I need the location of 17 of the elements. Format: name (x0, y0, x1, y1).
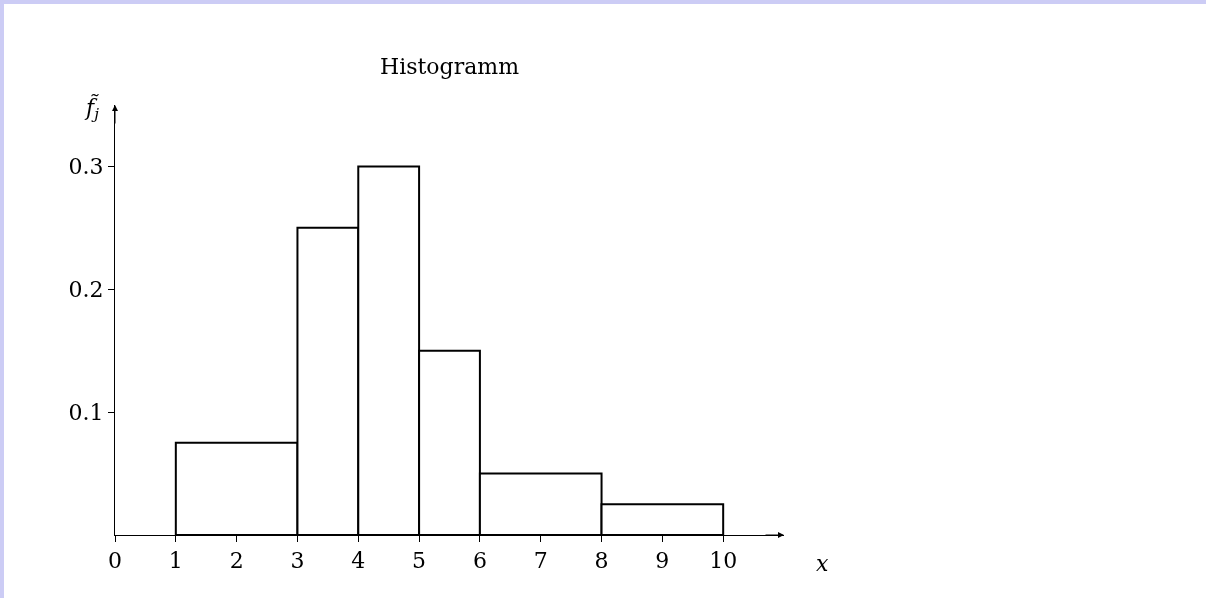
x-tick-label: 7 (533, 548, 548, 574)
y-axis-title: f̃$_{j}$ (84, 94, 100, 124)
y-tick-label: 0.1 (68, 399, 104, 425)
x-tick-label: 2 (229, 548, 244, 574)
x-tick-label: 0 (108, 548, 122, 574)
x-tick-label: 9 (655, 548, 670, 574)
x-tick-label: 8 (594, 548, 609, 574)
x-tick-label: 10 (709, 548, 738, 574)
x-tick-label: 3 (290, 548, 305, 574)
x-tick-label: 5 (412, 548, 427, 574)
x-tick-label: 4 (351, 548, 366, 574)
x-tick-label: 6 (472, 548, 487, 574)
chart-title: Histogramm (379, 53, 520, 79)
y-tick-label: 0.3 (68, 154, 104, 180)
y-tick-label: 0.2 (68, 276, 104, 302)
x-tick-label: 1 (168, 548, 183, 574)
x-axis-title: x (816, 551, 829, 576)
